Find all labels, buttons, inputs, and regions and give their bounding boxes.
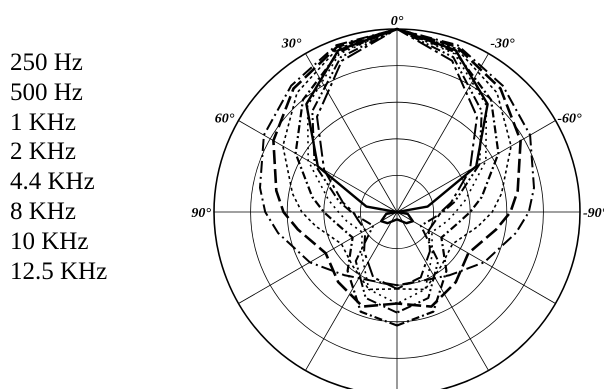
legend-item: 12.5 KHz <box>10 257 108 285</box>
grid-spoke <box>305 211 398 371</box>
legend-item: 10 KHz <box>10 227 89 255</box>
angle-label: -90° <box>583 206 604 221</box>
series-line <box>316 28 478 290</box>
polar-grid <box>213 28 581 389</box>
series-lines <box>259 27 535 327</box>
legend-item: 1 KHz <box>10 108 76 136</box>
angle-label: 90° <box>191 206 211 221</box>
legend-item: 250 Hz <box>10 49 83 76</box>
angle-label: 30° <box>281 37 302 52</box>
legend: 250 Hz 500 Hz 1 KHz 2 KHz 4.4 KHz 8 KHz 10 KHz… <box>10 48 160 286</box>
grid-spoke <box>238 211 398 304</box>
angle-label: -60° <box>557 112 582 127</box>
legend-item: 8 KHz <box>10 197 76 225</box>
series-line <box>259 28 535 287</box>
legend-item: 4.4 KHz <box>10 168 95 196</box>
angle-label: 60° <box>215 112 235 127</box>
angle-labels: 0° -30° 30° -60° 60° -90° 90° <box>191 14 604 221</box>
angle-label: -30° <box>490 37 515 52</box>
angle-label: 0° <box>391 14 404 29</box>
legend-item: 2 KHz <box>10 138 76 166</box>
grid-spoke <box>396 211 556 304</box>
legend-item: 500 Hz <box>10 78 83 106</box>
grid-spoke <box>396 211 489 371</box>
grid-spoke <box>305 53 398 213</box>
